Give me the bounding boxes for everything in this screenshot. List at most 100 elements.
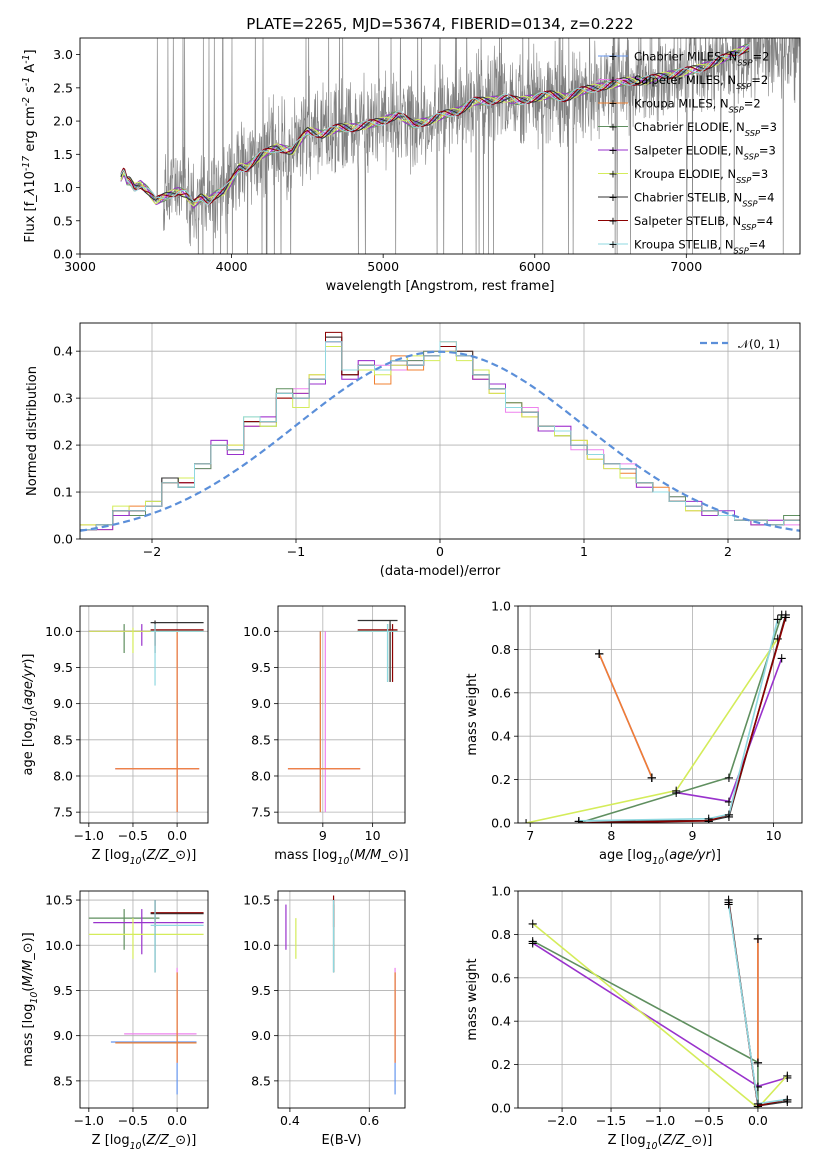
y-tick-label: 0.5 (53, 213, 73, 228)
y-tick-label: 1.0 (53, 180, 73, 195)
label-segment: ( (142, 1133, 147, 1148)
label-segment: SSP (736, 81, 751, 91)
errorbar (150, 900, 204, 973)
label-segment: _λ (23, 188, 38, 203)
errorbar (115, 631, 200, 813)
y-tick-label: 10.0 (45, 624, 73, 639)
axes-frame (79, 605, 209, 824)
label-segment: Z [log (92, 848, 130, 863)
weight-marker: + (724, 808, 735, 823)
weight-marker: + (724, 810, 735, 825)
weight-marker: + (782, 1071, 793, 1086)
x-axis-label: wavelength [Angstrom, rest frame] (326, 279, 555, 294)
x-tick-label: −1.0 (645, 1113, 675, 1128)
weight-line (727, 903, 788, 1105)
x-tick-label: 5000 (367, 259, 399, 274)
label-segment: SSP (736, 175, 751, 185)
y-axis-label: mass [log10(M/M_⊙)] (21, 932, 40, 1067)
panel-mass-weight-vs-metallicity: ++++++++++++++++++++++++−2.0 −1.5 −1.0 −0.5… (465, 884, 803, 1152)
y-tick-label: 9.5 (251, 983, 271, 998)
weight-marker: + (527, 917, 538, 932)
panel-mass-weight-vs-age: +++++++++++++++++++++++++++7 8 9 10 0.0 0.2 0.… (465, 599, 803, 867)
label-segment: =3 (759, 144, 776, 158)
label-segment: M/M_⊙ (354, 848, 398, 863)
label-segment: Kroupa MILES, N (634, 97, 729, 111)
weight-marker: + (671, 784, 682, 799)
legend-marker: + (608, 144, 617, 157)
spectrum-legend: + Chabrier MILES, NSSP=2+ Salpeter MILES, … (598, 50, 777, 256)
legend-label: Chabrier STELIB, NSSP=4 (634, 191, 774, 209)
y-tick-label: 0.0 (53, 247, 73, 262)
label-segment: M/M_⊙ (21, 942, 36, 986)
label-segment: )] (702, 1133, 712, 1148)
legend-label: Salpeter STELIB, NSSP=4 (634, 214, 773, 232)
axes-frame (79, 37, 801, 255)
y-axis-label: Normed distribution (25, 366, 40, 496)
figure-title: PLATE=2265, MJD=53674, FIBERID=0134, z=0… (246, 15, 633, 33)
weight-marker: + (772, 613, 783, 628)
weight-marker: + (646, 771, 657, 786)
x-tick-label: −1.5 (596, 1113, 626, 1128)
weight-line (578, 616, 787, 823)
plot-area: +++++++++++++++++++++++++++ (521, 608, 791, 825)
label-segment: =2 (744, 97, 761, 111)
label-segment: =4 (749, 238, 766, 252)
y-tick-label: 1.5 (53, 147, 73, 162)
x-tick-label: −2 (143, 544, 161, 559)
label-segment: =4 (756, 214, 773, 228)
axes-frame (277, 890, 406, 1109)
y-tick-label: 9.5 (251, 660, 271, 675)
axes-frame (79, 322, 801, 540)
x-axis-label: (data-model)/error (380, 564, 501, 579)
legend-label: Chabrier MILES, NSSP=2 (634, 50, 769, 68)
label-segment: -2 (21, 97, 32, 106)
x-tick-label: 3000 (64, 259, 96, 274)
y-tick-label: 0.4 (53, 344, 73, 359)
label-segment: =3 (760, 120, 777, 134)
axes-frame (79, 890, 209, 1109)
legend-marker: + (608, 168, 617, 181)
errorbar (357, 624, 398, 682)
histogram-step (80, 341, 800, 539)
y-tick-label: 2.5 (53, 80, 73, 95)
label-segment: Chabrier ELODIE, N (634, 120, 745, 134)
y-tick-label: 8.5 (53, 732, 73, 747)
panel-residual-distribution: −2 −1 0 1 2 0.0 0.1 0.2 0.3 0.4 (data-model)/error… (25, 322, 801, 579)
label-segment: age/yr (21, 662, 36, 705)
weight-marker: + (527, 934, 538, 949)
y-tick-label: 10.0 (45, 938, 73, 953)
y-tick-label: 1.0 (491, 884, 511, 899)
y-axis-label: Flux [f_λ10-17 erg cm-2 s-1 A-1] (21, 49, 38, 242)
weight-line (532, 942, 788, 1088)
y-tick-label: 0.2 (491, 772, 511, 787)
x-tick-label: 0.6 (359, 1113, 379, 1128)
legend-marker: + (608, 50, 617, 63)
y-tick-label: 0.8 (491, 642, 511, 657)
label-segment: )] (186, 1133, 196, 1148)
label-segment: ( (658, 1133, 663, 1148)
label-segment: Chabrier MILES, N (634, 50, 737, 64)
y-tick-label: 10.0 (243, 624, 271, 639)
label-segment: Z [log (92, 1133, 130, 1148)
weight-line (598, 653, 653, 778)
label-segment: A (23, 64, 38, 77)
plot-area: ++++++++++++++++++++++++ (527, 893, 793, 1108)
weight-marker: + (723, 895, 734, 910)
label-segment: ] (23, 49, 38, 54)
y-tick-label: 9.0 (53, 696, 73, 711)
label-segment: 10 (652, 856, 664, 867)
observed-spectrum (120, 38, 800, 254)
x-tick-label: 7 (526, 828, 534, 843)
label-segment: Z [log (608, 1133, 646, 1148)
label-segment: )] (186, 848, 196, 863)
panel-age-vs-metallicity: −1.0 −0.5 0.07.58.08.59.09.510.0Z [log10(Z… (21, 605, 209, 867)
y-tick-label: 9.0 (251, 1028, 271, 1043)
errorbar (357, 619, 398, 682)
label-segment: 10 (130, 1141, 142, 1152)
legend-marker: + (608, 97, 617, 110)
plot-area (285, 895, 396, 1095)
legend-label: Kroupa MILES, NSSP=2 (634, 97, 761, 115)
